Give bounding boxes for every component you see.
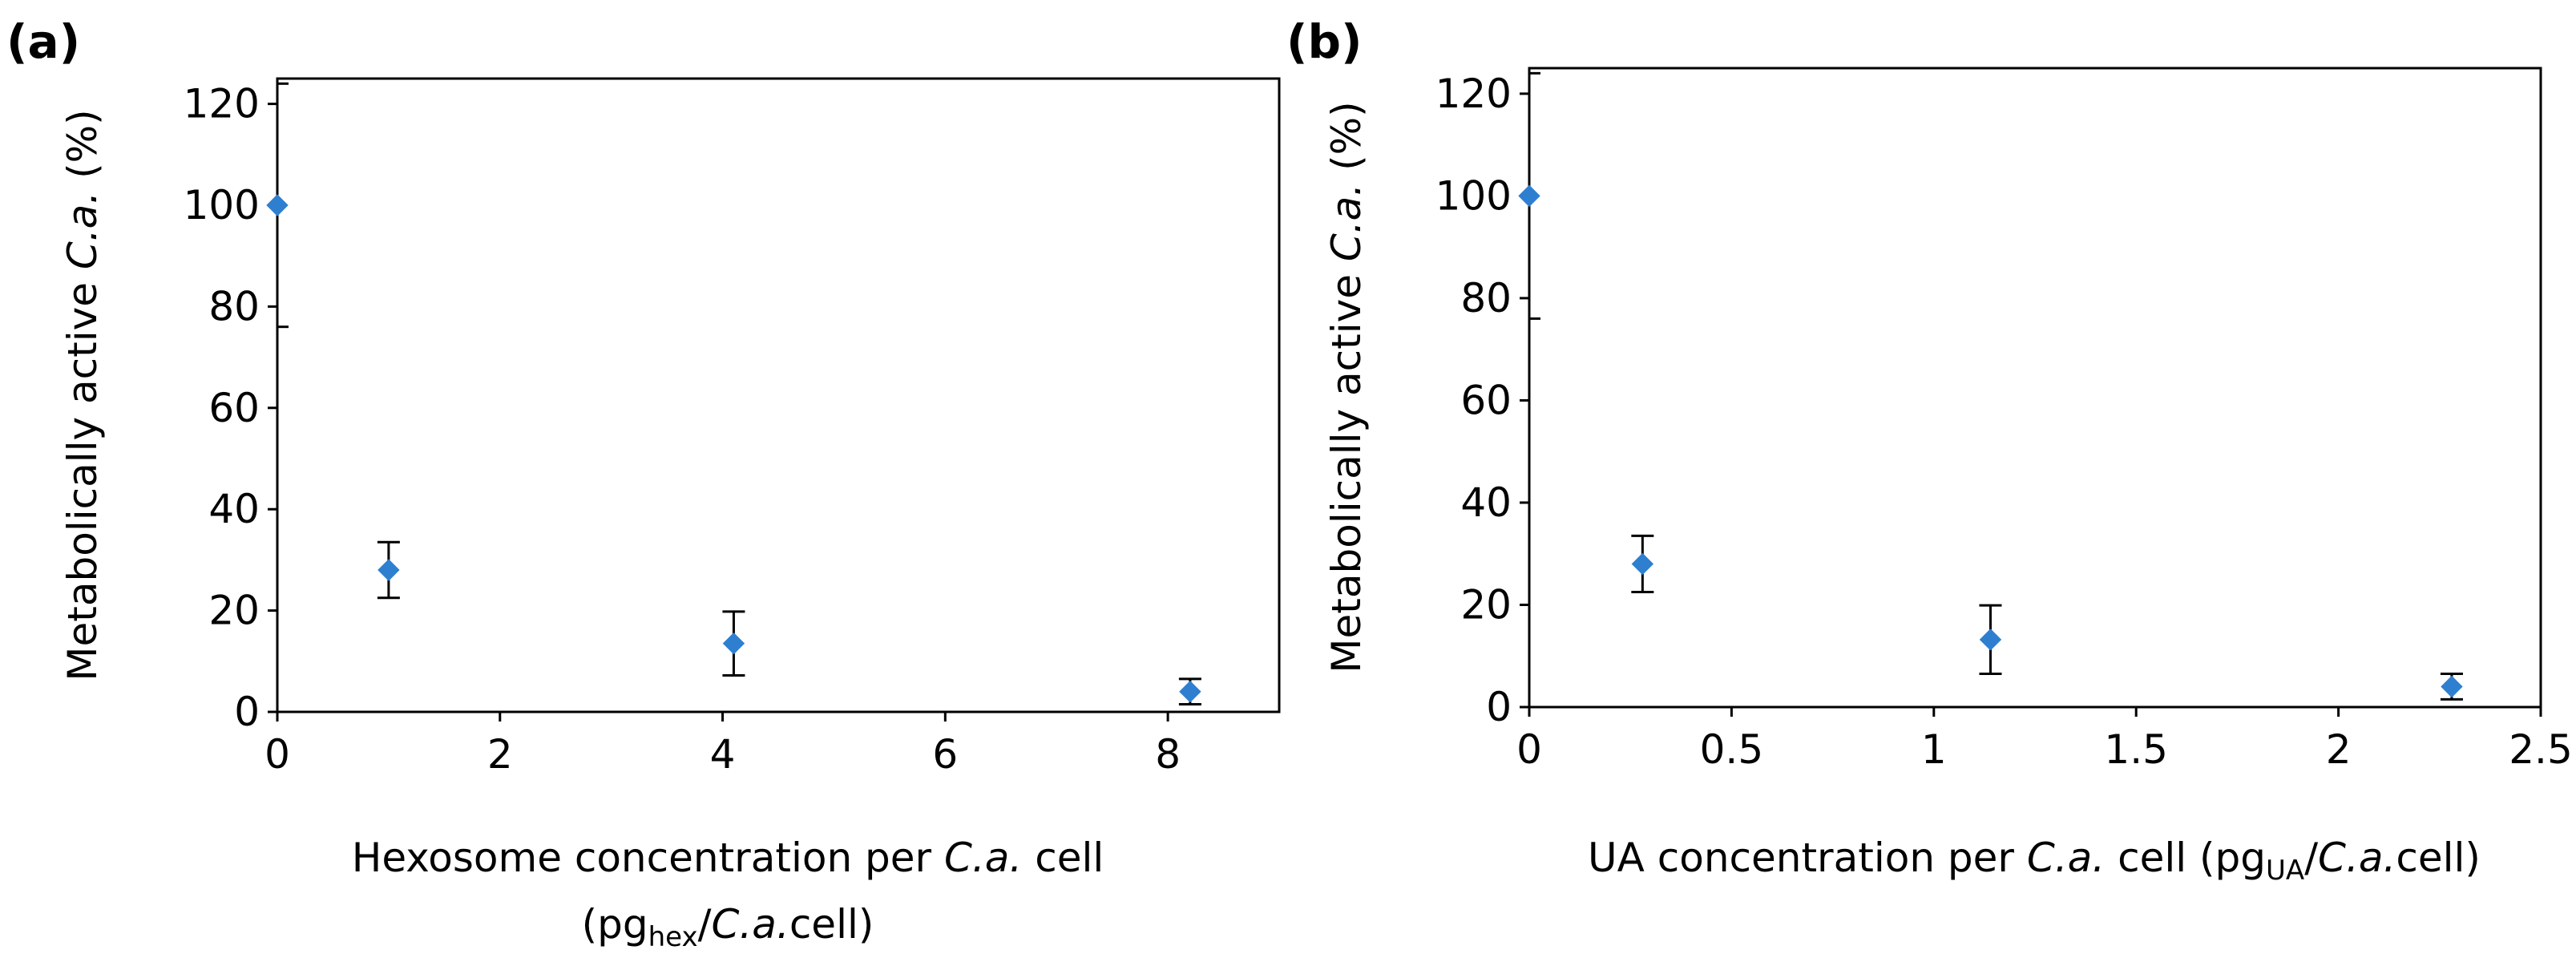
plot-frame-a (276, 77, 1281, 713)
axis-ticks-b: 0 20 40 60 80 100 120 0 0.5 1 1.5 2 2.5 (1435, 71, 2573, 773)
x-tick-label-b: 0 (1516, 726, 1542, 773)
y-tick-label-a: 100 (184, 182, 260, 228)
x-tick-label-b: 1.5 (2104, 726, 2168, 773)
x-tick-label-a: 8 (1155, 731, 1181, 778)
data-point-diamond (266, 194, 289, 216)
plot-frame-b (1528, 67, 2542, 709)
x-tick-label-a: 0 (264, 731, 290, 778)
chart-panel-a: (a) 0 20 40 60 80 100 120 0 2 4 6 8 Metabolically a… (6, 14, 1281, 953)
y-tick-label-a: 20 (208, 588, 260, 634)
data-point-diamond (2441, 675, 2463, 698)
x-tick-label-b: 0.5 (1700, 726, 1764, 773)
y-tick-label-b: 20 (1460, 581, 1512, 628)
x-tick-label-b: 2 (2326, 726, 2352, 773)
panel-label-a: (a) (6, 14, 80, 69)
y-tick-label-a: 40 (208, 486, 260, 532)
y-tick-label-a: 120 (184, 81, 260, 127)
data-point-diamond (1979, 629, 2002, 651)
y-tick-label-b: 60 (1460, 377, 1512, 423)
x-tick-label-a: 6 (932, 731, 958, 778)
y-tick-label-a: 80 (208, 283, 260, 329)
y-tick-label-b: 0 (1486, 684, 1512, 730)
x-tick-label-b: 2.5 (2509, 726, 2573, 773)
y-tick-label-b: 40 (1460, 479, 1512, 526)
data-point-diamond (1518, 184, 1540, 208)
y-axis-title-a: Metabolically active C.a. (%) (59, 109, 106, 681)
data-point-diamond (378, 559, 400, 581)
y-tick-label-b: 120 (1435, 71, 1512, 117)
chart-panel-b: (b) 0 20 40 60 80 100 120 0 0.5 1 1.5 2 2.5 Metaboli… (1286, 14, 2573, 887)
axis-ticks-a: 0 20 40 60 80 100 120 0 2 4 6 8 (184, 81, 1181, 778)
y-tick-label-b: 100 (1435, 172, 1512, 219)
data-point-diamond (722, 632, 745, 655)
x-tick-label-a: 4 (710, 731, 736, 778)
y-tick-label-b: 80 (1460, 275, 1512, 321)
data-points-b (1518, 184, 2463, 701)
data-point-diamond (1179, 681, 1201, 703)
x-axis-title-b: UA concentration per C.a. cell (pgUA/C.a… (1588, 835, 2481, 887)
y-tick-label-a: 0 (234, 689, 260, 735)
data-points-a (266, 194, 1201, 706)
x-axis-title-a-line2: (pghex/C.a.cell) (582, 901, 874, 953)
x-tick-label-b: 1 (1921, 726, 1947, 773)
x-tick-label-a: 2 (487, 731, 513, 778)
data-point-diamond (1631, 552, 1654, 576)
y-tick-label-a: 60 (208, 385, 260, 431)
y-axis-title-b: Metabolically active C.a. (%) (1323, 101, 1370, 673)
x-axis-title-a-line1: Hexosome concentration per C.a. cell (352, 835, 1104, 881)
panel-label-b: (b) (1286, 14, 1363, 69)
